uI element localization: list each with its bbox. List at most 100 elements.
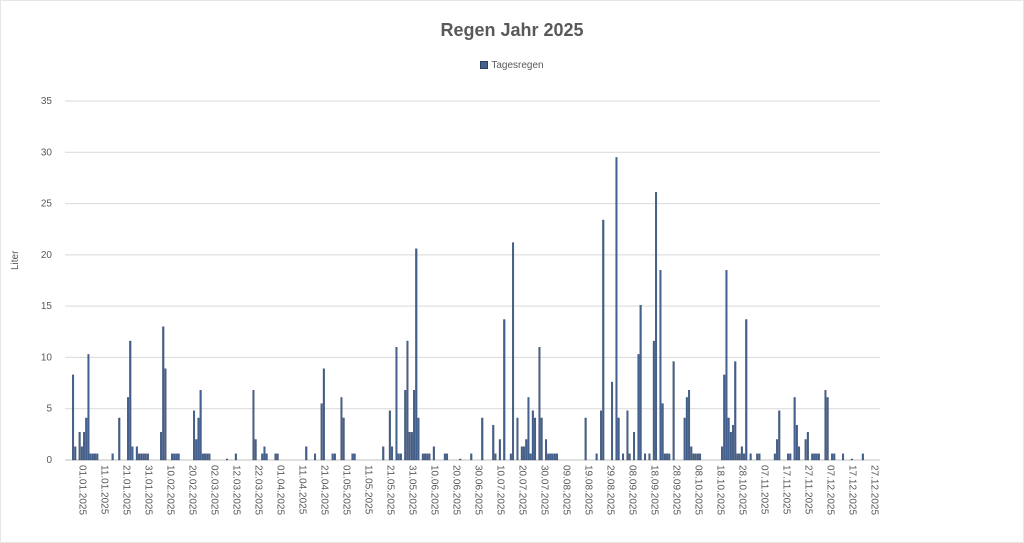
bar	[94, 453, 97, 461]
bar	[538, 347, 541, 461]
bar	[428, 453, 431, 461]
bar	[470, 453, 473, 461]
bar	[80, 446, 83, 461]
bar	[195, 439, 198, 461]
y-tick-label: 10	[41, 352, 53, 363]
bar	[204, 453, 207, 461]
bar	[408, 432, 411, 461]
x-tick-label: 11.01.2025	[98, 465, 109, 515]
bar	[208, 453, 211, 461]
bar	[611, 381, 614, 461]
bar	[520, 446, 523, 461]
bar	[723, 374, 726, 461]
bar	[142, 453, 145, 461]
bar	[459, 458, 462, 461]
bar	[234, 453, 237, 461]
bar	[399, 453, 402, 461]
bar	[661, 403, 664, 461]
bar	[96, 453, 99, 461]
bar	[413, 390, 416, 461]
bar	[388, 410, 391, 461]
bar	[353, 453, 356, 461]
bar	[553, 453, 556, 461]
bar	[527, 397, 530, 461]
bar	[545, 439, 548, 461]
bar	[226, 458, 229, 461]
bar	[342, 417, 345, 461]
bar	[87, 354, 90, 461]
bar	[531, 410, 534, 461]
y-tick-label: 0	[46, 455, 52, 466]
bar	[773, 453, 776, 461]
bar	[263, 446, 266, 461]
bar	[135, 446, 138, 461]
bar	[637, 354, 640, 461]
bar	[804, 439, 807, 461]
bar	[815, 453, 818, 461]
x-tick-label: 22.03.2025	[252, 465, 263, 515]
bar	[824, 390, 827, 461]
y-tick-label: 35	[41, 96, 53, 107]
bar	[672, 361, 675, 461]
x-tick-label: 21.04.2025	[318, 465, 329, 515]
bar	[265, 453, 268, 461]
bar	[83, 432, 86, 461]
bar	[333, 453, 336, 461]
x-tick-label: 01.05.2025	[340, 465, 351, 515]
x-tick-label: 30.06.2025	[472, 465, 483, 515]
bar	[732, 424, 735, 461]
bar	[481, 417, 484, 461]
bar	[391, 446, 394, 461]
bar	[551, 453, 554, 461]
x-tick-label: 27.11.2025	[802, 465, 813, 515]
bar	[659, 270, 662, 461]
x-tick-label: 19.08.2025	[582, 465, 593, 515]
bar	[193, 410, 196, 461]
bar	[276, 453, 279, 461]
bar	[509, 453, 512, 461]
x-tick-label: 10.06.2025	[428, 465, 439, 515]
bar	[138, 453, 141, 461]
bar	[498, 439, 501, 461]
bar	[628, 453, 631, 461]
bar	[340, 397, 343, 461]
legend: Tagesregen	[0, 60, 1024, 71]
bar	[175, 453, 178, 461]
bar	[85, 417, 88, 461]
bar	[144, 453, 147, 461]
bar	[404, 390, 407, 461]
bar	[516, 417, 519, 461]
bar	[833, 453, 836, 461]
bar	[626, 410, 629, 461]
bar	[826, 397, 829, 461]
bar	[534, 417, 537, 461]
legend-label: Tagesregen	[491, 60, 544, 71]
bar	[696, 453, 699, 461]
bar	[793, 397, 796, 461]
x-tick-label: 07.11.2025	[758, 465, 769, 515]
bar	[252, 390, 255, 461]
x-tick-label: 02.03.2025	[208, 465, 219, 515]
bar	[322, 368, 325, 461]
bar	[410, 432, 413, 461]
x-tick-label: 31.01.2025	[142, 465, 153, 515]
bar	[556, 453, 559, 461]
bar	[78, 432, 81, 461]
bar	[787, 453, 790, 461]
bar	[736, 453, 739, 461]
bar	[789, 453, 792, 461]
bar	[397, 453, 400, 461]
bar	[734, 361, 737, 461]
bar	[595, 453, 598, 461]
bar	[602, 219, 605, 461]
bar	[525, 439, 528, 461]
bar	[261, 453, 264, 461]
x-tick-label: 30.07.2025	[538, 465, 549, 515]
bar	[305, 446, 308, 461]
bar	[639, 304, 642, 461]
x-tick-label: 28.09.2025	[670, 465, 681, 515]
x-tick-label: 01.04.2025	[274, 465, 285, 515]
bar	[644, 453, 647, 461]
x-tick-label: 20.06.2025	[450, 465, 461, 515]
bar	[806, 432, 809, 461]
